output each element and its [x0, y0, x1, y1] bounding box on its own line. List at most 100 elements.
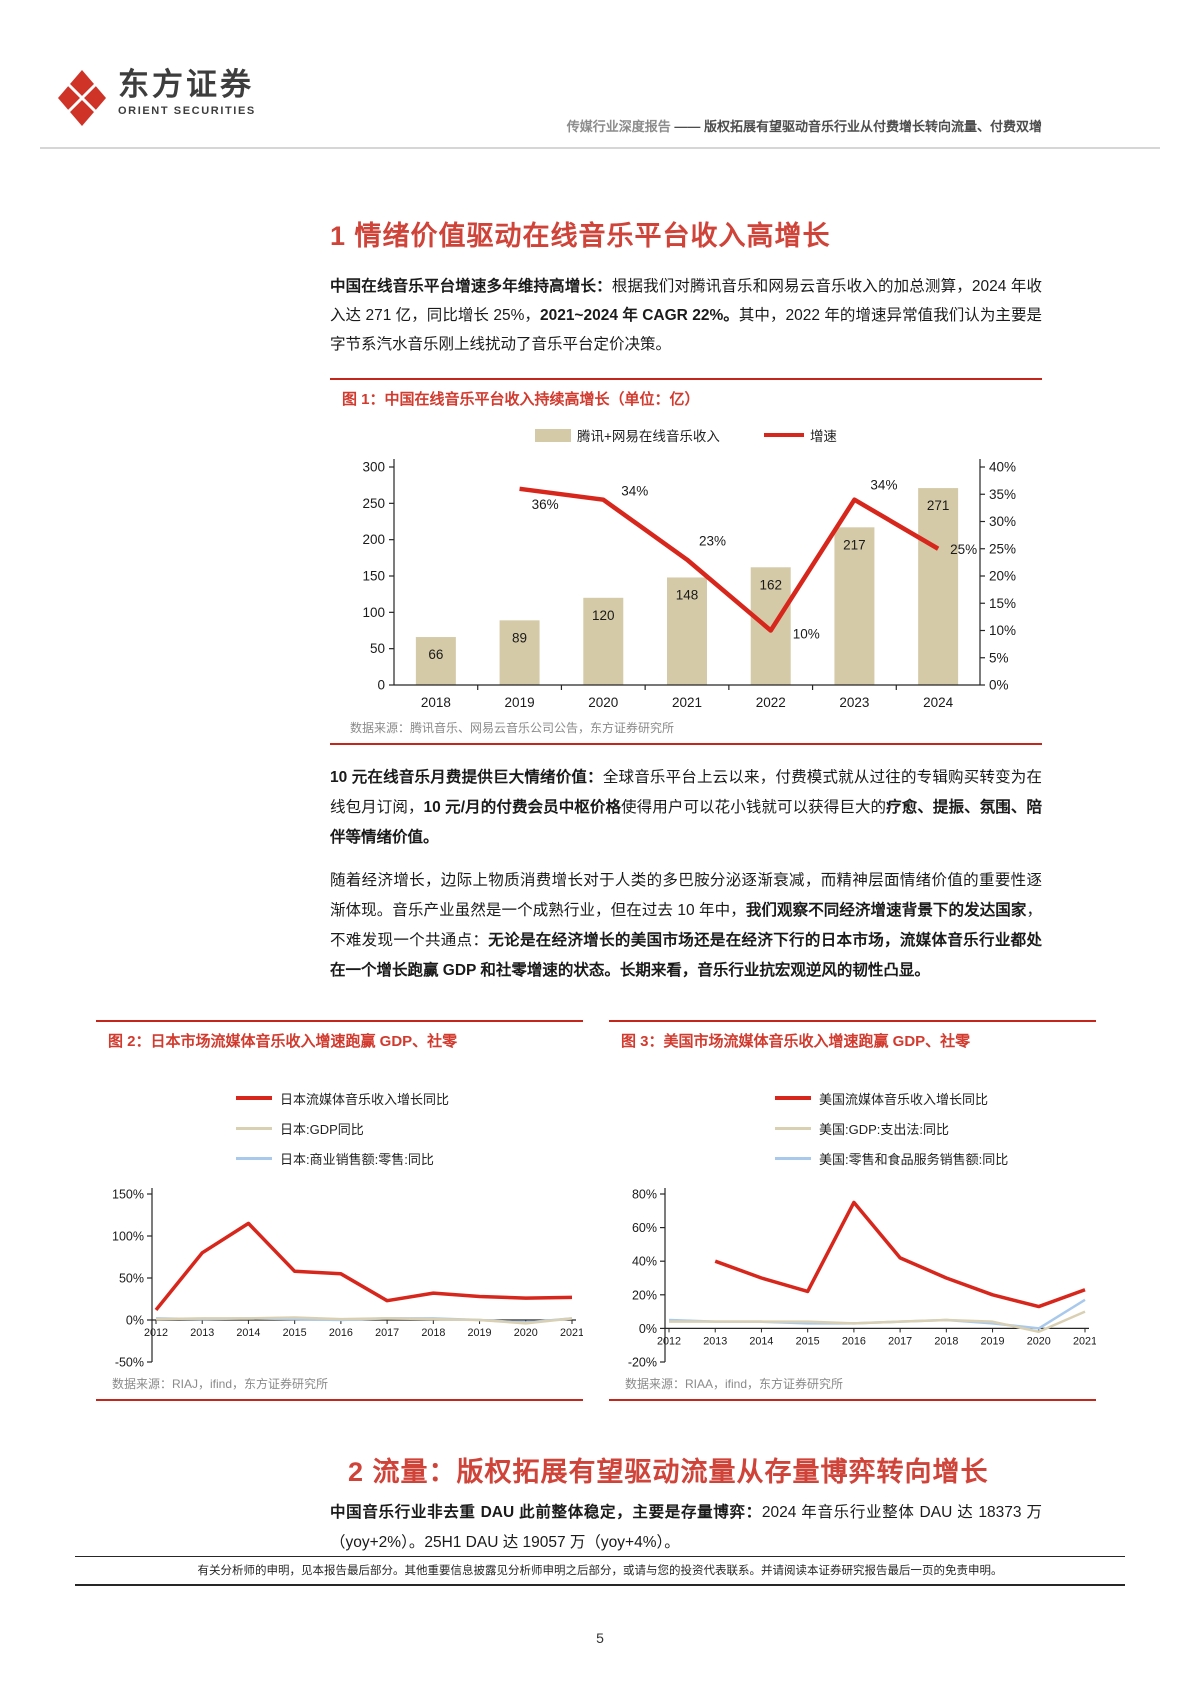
svg-text:2019: 2019 — [468, 1327, 492, 1339]
svg-text:162: 162 — [759, 577, 782, 592]
section-1-title: 1 情绪价值驱动在线音乐平台收入高增长 — [330, 221, 831, 251]
svg-text:2018: 2018 — [421, 695, 451, 710]
svg-text:217: 217 — [843, 537, 866, 552]
svg-text:120: 120 — [592, 608, 615, 623]
svg-text:66: 66 — [428, 647, 443, 662]
paragraph-4: 中国音乐行业非去重 DAU 此前整体稳定，主要是存量博弈：2024 年音乐行业整… — [330, 1504, 1043, 1551]
line-chart-usa: 80% 60% 40% 20% 0% -20%2012 2013 2014 2015 2016 20… — [628, 1188, 1096, 1370]
svg-text:30%: 30% — [989, 514, 1016, 529]
report-type: 传媒行业深度报告 — [566, 119, 671, 134]
svg-text:89: 89 — [512, 630, 527, 645]
line-chart-japan: 150% 100% 50% 0% -50% 2012 2013 2014 2015 2016 201… — [112, 1188, 583, 1370]
legend-item-revenue: 腾讯+网易在线音乐收入 — [535, 425, 720, 445]
svg-text:2021: 2021 — [560, 1327, 583, 1339]
brand-name-en: ORIENT SECURITIES — [118, 105, 256, 117]
legend-label: 增速 — [809, 429, 837, 444]
svg-text:50%: 50% — [119, 1272, 144, 1286]
svg-text:148: 148 — [676, 587, 699, 602]
svg-text:2019: 2019 — [505, 695, 535, 710]
svg-text:2013: 2013 — [190, 1327, 214, 1339]
figure-1: 图 1：中国在线音乐平台收入持续高增长（单位：亿） 腾讯+网易在线音乐收入 增速… — [330, 378, 1042, 745]
figure-1-source: 数据来源：腾讯音乐、网易云音乐公司公告，东方证券研究所 — [350, 721, 675, 735]
svg-text:2020: 2020 — [1027, 1335, 1051, 1347]
figure-2-legend: 日本流媒体音乐收入增长同比 日本:GDP同比 日本:商业销售额:零售:同比 — [236, 1083, 583, 1173]
svg-text:2018: 2018 — [934, 1335, 958, 1347]
legend-item-growth: 增速 — [763, 425, 837, 445]
svg-text:23%: 23% — [699, 534, 726, 549]
svg-text:2017: 2017 — [375, 1327, 399, 1339]
svg-text:2012: 2012 — [144, 1327, 168, 1339]
svg-text:5%: 5% — [989, 650, 1009, 665]
svg-text:2021: 2021 — [1073, 1335, 1096, 1347]
section-2-title: 2 流量：版权拓展有望驱动流量从存量博弈转向增长 — [348, 1457, 989, 1487]
svg-text:2015: 2015 — [796, 1335, 820, 1347]
bar-swatch — [535, 428, 572, 442]
svg-text:20%: 20% — [989, 569, 1016, 584]
svg-text:2018: 2018 — [421, 1327, 445, 1339]
svg-text:2023: 2023 — [839, 695, 869, 710]
red-line-swatch — [236, 1096, 272, 1100]
svg-text:300: 300 — [362, 460, 385, 475]
figure-3-source: 数据来源：RIAA，ifind，东方证券研究所 — [625, 1377, 844, 1391]
footer-top-rule — [75, 1556, 1125, 1557]
header-report-title: 传媒行业深度报告 —— 版权拓展有望驱动音乐行业从付费增长转向流量、付费双增 — [567, 116, 1042, 135]
legend-label: 美国流媒体音乐收入增长同比 — [819, 1091, 989, 1107]
svg-text:25%: 25% — [989, 541, 1016, 556]
svg-text:2013: 2013 — [703, 1335, 727, 1347]
dash: —— — [674, 119, 701, 134]
svg-text:2012: 2012 — [657, 1335, 681, 1347]
svg-text:2016: 2016 — [842, 1335, 866, 1347]
figure-2-source: 数据来源：RIAJ，ifind，东方证券研究所 — [112, 1377, 329, 1391]
svg-text:34%: 34% — [621, 484, 648, 499]
diamond-logo-icon — [58, 70, 106, 126]
svg-text:100: 100 — [362, 605, 385, 620]
svg-text:2021: 2021 — [672, 695, 702, 710]
paragraph-3: 随着经济增长，边际上物质消费增长对于人类的多巴胺分泌逐渐衰减，而精神层面情绪价值… — [330, 872, 1042, 979]
page-number: 5 — [596, 1630, 604, 1646]
svg-text:0%: 0% — [126, 1314, 144, 1328]
svg-text:2015: 2015 — [283, 1327, 307, 1339]
brand-name-cn: 东方证券 — [118, 67, 254, 102]
svg-text:0: 0 — [377, 678, 385, 693]
svg-text:2022: 2022 — [756, 695, 786, 710]
svg-text:2020: 2020 — [514, 1327, 538, 1339]
svg-text:2020: 2020 — [588, 695, 618, 710]
svg-text:34%: 34% — [870, 478, 897, 493]
figure-3-caption: 图 3：美国市场流媒体音乐收入增速跑赢 GDP、社零 — [621, 1033, 971, 1050]
legend-label: 日本:商业销售额:零售:同比 — [280, 1151, 434, 1167]
svg-text:150: 150 — [362, 569, 385, 584]
svg-text:2016: 2016 — [329, 1327, 353, 1339]
svg-text:0%: 0% — [989, 678, 1009, 693]
figure-2-caption: 图 2：日本市场流媒体音乐收入增速跑赢 GDP、社零 — [108, 1033, 458, 1050]
figure-2: 图 2：日本市场流媒体音乐收入增速跑赢 GDP、社零 日本流媒体音乐收入增长同比… — [96, 1020, 583, 1401]
tan-line-swatch — [236, 1126, 272, 1130]
svg-text:2024: 2024 — [923, 695, 954, 710]
tan-line-swatch — [775, 1126, 811, 1130]
svg-text:0%: 0% — [639, 1322, 657, 1336]
paragraph-1: 中国在线音乐平台增速多年维持高增长：根据我们对腾讯音乐和网易云音乐收入的加总测算… — [330, 278, 1042, 353]
svg-text:250: 250 — [362, 496, 385, 511]
legend-label: 日本:GDP同比 — [280, 1121, 364, 1137]
blue-line-swatch — [775, 1156, 811, 1160]
figure-3-legend: 美国流媒体音乐收入增长同比 美国:GDP:支出法:同比 美国:零售和食品服务销售… — [775, 1083, 1096, 1173]
svg-text:60%: 60% — [632, 1221, 657, 1235]
svg-text:80%: 80% — [632, 1188, 657, 1202]
report-title: 版权拓展有望驱动音乐行业从付费增长转向流量、付费双增 — [703, 119, 1042, 134]
svg-text:200: 200 — [362, 532, 385, 547]
svg-text:40%: 40% — [632, 1255, 657, 1269]
legend-label: 腾讯+网易在线音乐收入 — [577, 429, 720, 444]
svg-text:2014: 2014 — [749, 1335, 773, 1347]
svg-text:25%: 25% — [950, 542, 977, 557]
svg-text:40%: 40% — [989, 460, 1016, 475]
line-swatch — [763, 433, 804, 437]
svg-text:271: 271 — [927, 498, 950, 513]
svg-text:150%: 150% — [112, 1188, 144, 1202]
paragraph-2: 10 元在线音乐月费提供巨大情绪价值：全球音乐平台上云以来，付费模式就从过往的专… — [330, 769, 1042, 846]
figure-1-caption: 图 1：中国在线音乐平台收入持续高增长（单位：亿） — [342, 391, 700, 408]
svg-text:-50%: -50% — [115, 1356, 144, 1370]
svg-text:36%: 36% — [532, 497, 559, 512]
figure-row: 图 2：日本市场流媒体音乐收入增速跑赢 GDP、社零 日本流媒体音乐收入增长同比… — [96, 1020, 1096, 1401]
legend-label: 日本流媒体音乐收入增长同比 — [280, 1091, 450, 1107]
legend-label: 美国:GDP:支出法:同比 — [819, 1121, 950, 1137]
